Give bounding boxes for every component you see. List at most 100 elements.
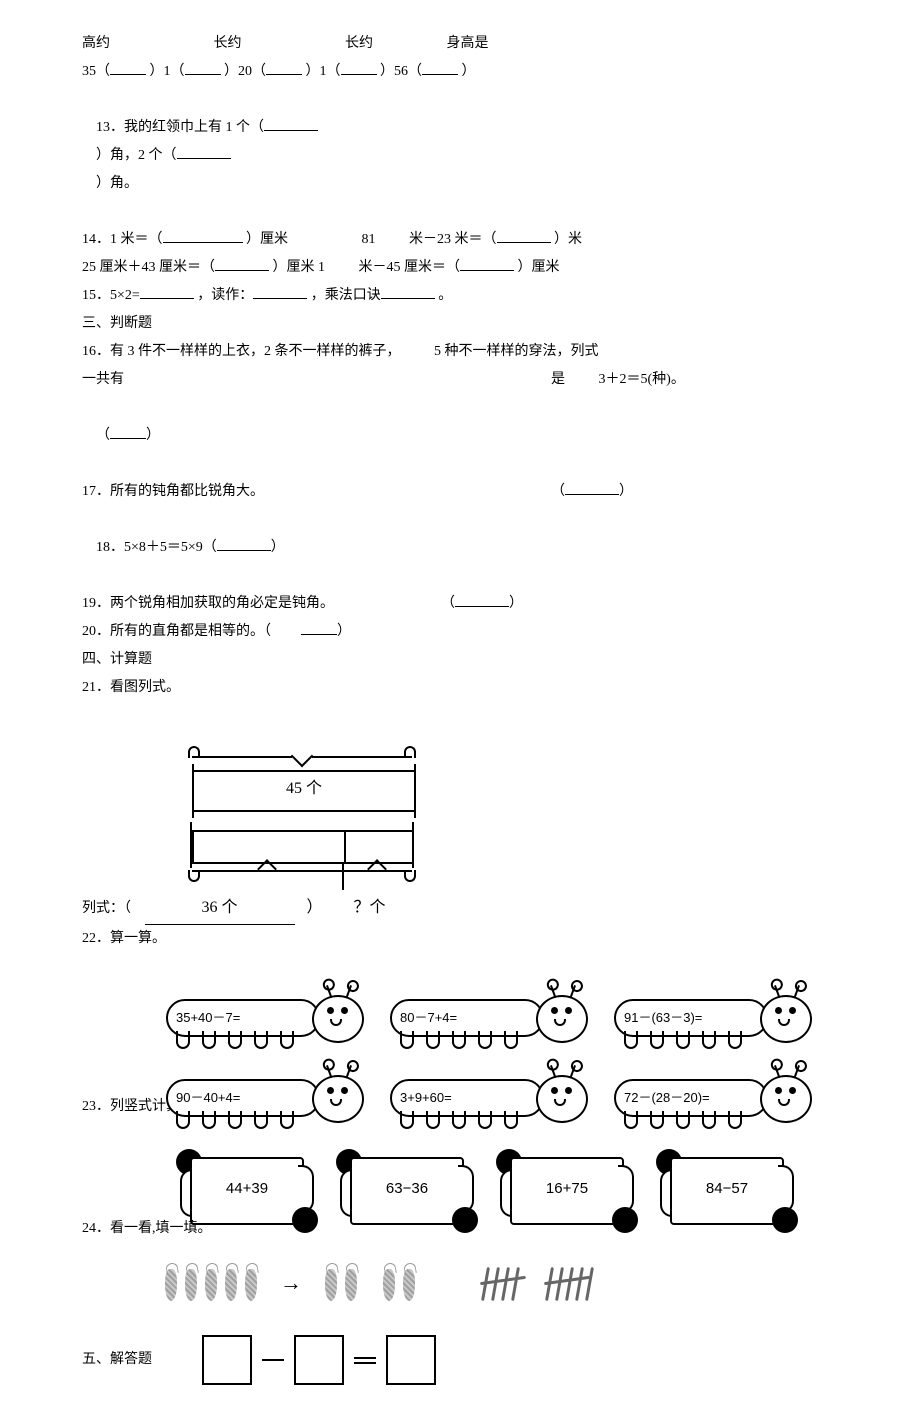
txt: ，乘法口诀: [311, 288, 381, 303]
blank[interactable]: [497, 229, 551, 243]
q14b: 25 厘米＋43 厘米＝（ ）厘米 1 米－45 厘米＝（ ）厘米: [82, 254, 838, 282]
txt: 列式：（: [82, 901, 131, 916]
txt: 19．两个锐角相加获取的角必定是钝角。: [82, 596, 334, 611]
expr: 16+75: [510, 1157, 624, 1225]
blank[interactable]: [110, 61, 146, 75]
blank[interactable]: [381, 285, 435, 299]
scroll: 63−36: [342, 1151, 472, 1231]
txt: ）: [307, 899, 323, 916]
blank[interactable]: [266, 61, 302, 75]
caterpillar: 90－40+4=: [162, 1069, 372, 1133]
section-4-heading: 四、计算题: [82, 646, 838, 674]
q14: 14．1 米＝（ ）厘米 81 米－23 米＝（ ）米: [82, 226, 838, 254]
arrow-icon: →: [280, 1261, 302, 1305]
txt: 17．所有的钝角都比锐角大。: [82, 484, 264, 499]
bar-45: 45 个: [192, 770, 416, 812]
q13: 13．我的红领巾上有 1 个（ ）角，2 个（ ）角。: [82, 86, 838, 226]
q22-label: 22．算一算。: [82, 925, 838, 953]
txt: （: [441, 596, 455, 611]
equals-icon: [354, 1354, 376, 1367]
expr: 90－40+4=: [176, 1085, 240, 1111]
expr: 35+40－7=: [176, 1005, 240, 1031]
tally-6: [542, 1263, 592, 1303]
txt: 长约: [214, 36, 242, 51]
txt: （: [551, 484, 565, 499]
txt: 15．5×2=: [82, 288, 140, 303]
txt: 是: [551, 372, 565, 387]
blank[interactable]: [460, 257, 514, 271]
txt: 14．1 米＝（: [82, 232, 163, 247]
blank[interactable]: [140, 285, 194, 299]
q24-label: 24．看一看,填一填。: [82, 1215, 212, 1243]
minus-icon: [262, 1359, 284, 1361]
txt: 25 厘米＋43 厘米＝（: [82, 260, 215, 275]
q15: 15．5×2= ，读作： ，乘法口诀 。: [82, 282, 838, 310]
line-units: 35（ ）1（ ）20（ ）1（ ）56（ ）: [82, 58, 838, 86]
expr: 63−36: [350, 1157, 464, 1225]
blank[interactable]: [110, 425, 146, 439]
txt: 16．有 3 件不一样样的上衣，2 条不一样样的裤子，: [82, 344, 401, 359]
equation-boxes: 五、解答题: [182, 1335, 838, 1385]
txt: 13．我的红领巾上有 1 个（: [96, 120, 264, 135]
corn-group-2: [322, 1263, 360, 1303]
txt: ）米: [554, 232, 582, 247]
txt: ）20（: [224, 64, 266, 79]
txt: 20．所有的直角都是相等的。（: [82, 624, 271, 639]
txt: 5 种不一样样的穿法，列式: [434, 344, 599, 359]
txt: ）: [271, 540, 285, 555]
expr: 84−57: [670, 1157, 784, 1225]
blank[interactable]: [422, 61, 458, 75]
txt: 身高是: [447, 36, 489, 51]
expr: 3+9+60=: [400, 1085, 452, 1111]
blank[interactable]: [565, 481, 619, 495]
answer-box[interactable]: [202, 1335, 252, 1385]
txt: ）角，2 个（: [96, 148, 177, 163]
txt: ）: [509, 596, 523, 611]
q19: 19．两个锐角相加获取的角必定是钝角。 （ ）: [82, 590, 838, 618]
txt: ）厘米 1: [273, 260, 326, 275]
q17: 17．所有的钝角都比锐角大。 （）: [82, 478, 838, 506]
caterpillar: 80－7+4=: [386, 989, 596, 1053]
txt: 3＋2＝5(种)。: [599, 372, 685, 387]
cater-row-1: 35+40－7= 80－7+4= 91－(63－3)=: [162, 989, 838, 1053]
q16-l3: （）: [82, 394, 838, 478]
tally-group: [478, 1263, 592, 1303]
label-q: ？个: [335, 892, 405, 924]
blank[interactable]: [341, 61, 377, 75]
answer-box[interactable]: [294, 1335, 344, 1385]
blank[interactable]: [185, 61, 221, 75]
q16-l1: 16．有 3 件不一样样的上衣，2 条不一样样的裤子， 5 种不一样样的穿法，列…: [82, 338, 838, 366]
blank[interactable]: [301, 621, 337, 635]
caterpillar: 35+40－7=: [162, 989, 372, 1053]
txt: ，读作：: [197, 288, 253, 303]
q18: 18．5×8＋5＝5×9（）: [82, 506, 838, 590]
q16-l2: 一共有 是 3＋2＝5(种)。: [82, 366, 838, 394]
q21-answer-line: 列式：（ 36 个 ） ？个: [82, 892, 838, 925]
scroll: 16+75: [502, 1151, 632, 1231]
txt: ）: [146, 428, 160, 443]
txt: 高约: [82, 36, 110, 51]
blank[interactable]: [253, 285, 307, 299]
blank[interactable]: [163, 229, 243, 243]
label-36: 36 个: [145, 892, 295, 925]
q23-block: 44+39 63−36 16+75 84−57 24．看一看,填一填。: [82, 1151, 838, 1231]
blank[interactable]: [217, 537, 271, 551]
section-5-heading: 五、解答题: [82, 1346, 152, 1374]
answer-box[interactable]: [386, 1335, 436, 1385]
txt: ）厘米: [518, 260, 560, 275]
txt: ）角。: [96, 176, 138, 191]
blank[interactable]: [177, 145, 231, 159]
bar-second: [192, 830, 412, 860]
section-3-heading: 三、判断题: [82, 310, 838, 338]
txt: ）1（: [306, 64, 341, 79]
q20: 20．所有的直角都是相等的。（）: [82, 618, 838, 646]
txt: （: [96, 428, 110, 443]
blank[interactable]: [215, 257, 269, 271]
blank[interactable]: [264, 117, 318, 131]
txt: 。: [438, 288, 452, 303]
txt: ）厘米: [246, 232, 288, 247]
obj-row: →: [162, 1261, 838, 1305]
q21-diagram: 45 个: [182, 742, 482, 890]
blank[interactable]: [455, 593, 509, 607]
txt: 一共有: [82, 372, 124, 387]
